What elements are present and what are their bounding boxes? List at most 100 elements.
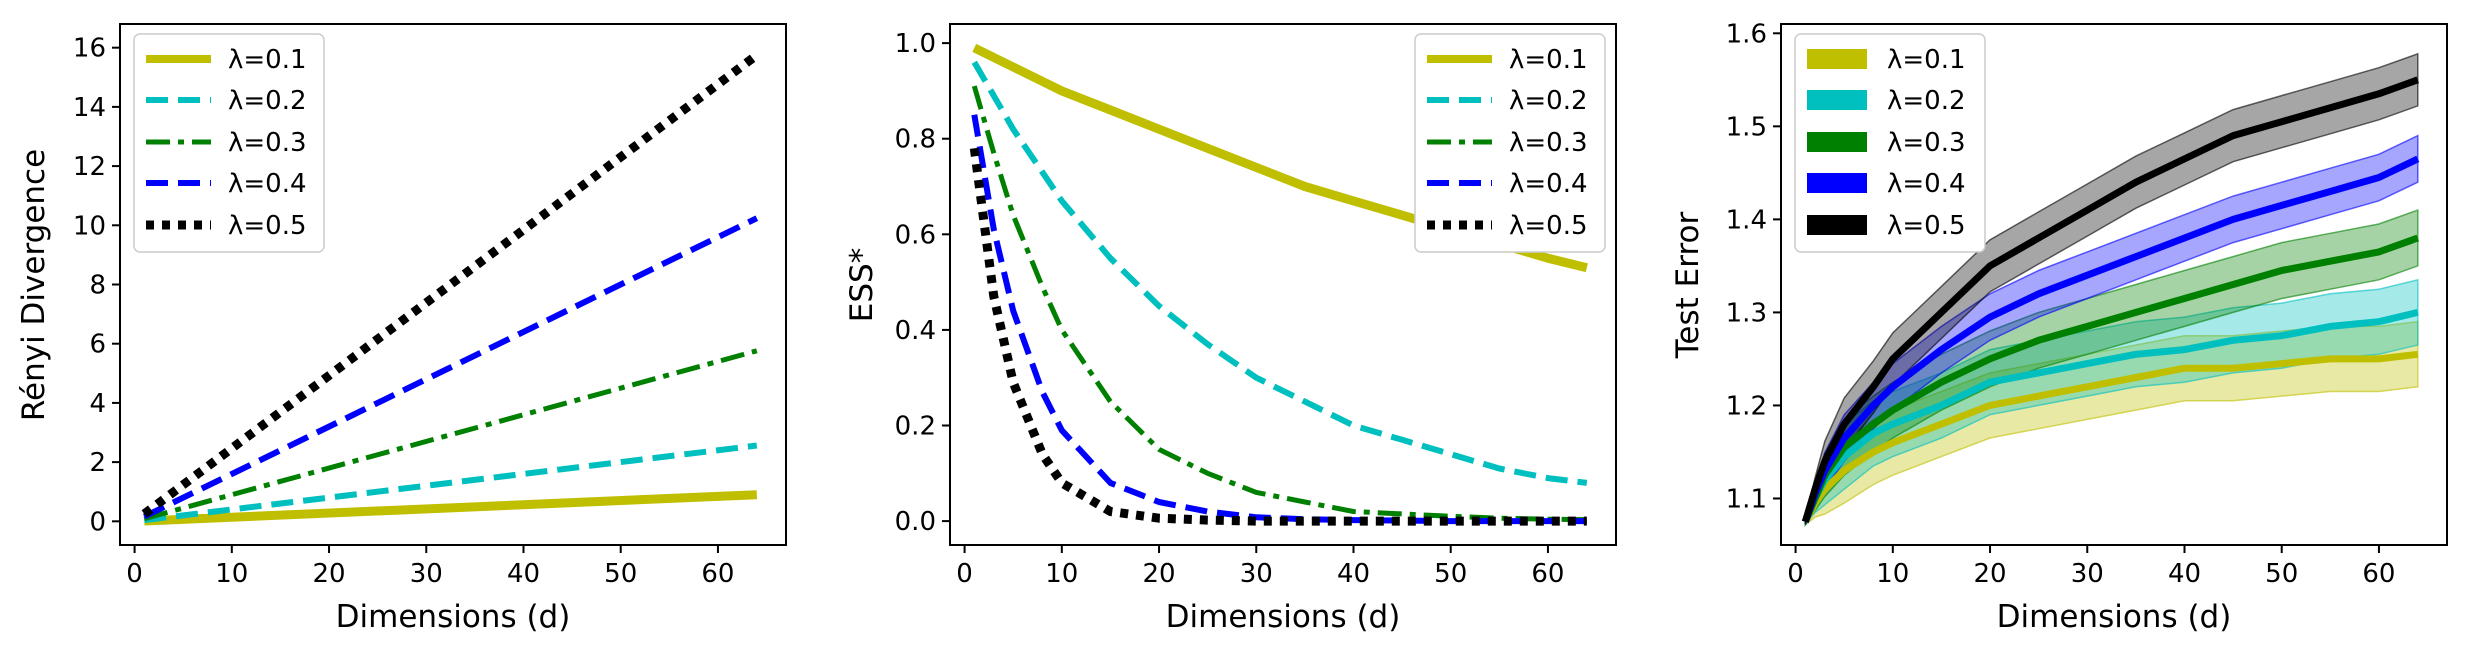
panel-test-error: 0 10 20 30 40 50 60 1.1 1.2 1.3 1.4 1.5 1.6 Dimensi… xyxy=(1670,19,2448,635)
x-tick-label: 40 xyxy=(1337,559,1370,589)
x-ticks: 0 10 20 30 40 50 60 xyxy=(126,545,734,589)
y-ticks: 0 2 4 6 8 10 12 14 16 xyxy=(73,34,120,537)
y-tick-label: 1.6 xyxy=(1726,19,1767,49)
legend-box xyxy=(1414,33,1606,253)
y-tick-label: 1.2 xyxy=(1726,391,1767,421)
x-tick-label: 30 xyxy=(410,559,443,589)
legend-label-lambda-0-3: λ=0.3 xyxy=(228,128,307,158)
y-tick-label: 1.1 xyxy=(1726,484,1767,514)
legend-label-lambda-0-5: λ=0.5 xyxy=(1887,211,1966,241)
series-line-lambda-2 xyxy=(143,442,758,524)
x-tick-label: 20 xyxy=(1142,559,1175,589)
y-tick-label: 4 xyxy=(89,389,106,419)
series-line-lambda-5 xyxy=(969,147,1587,526)
series-line-lambda-4 xyxy=(142,215,759,520)
legend-label-lambda-0-3: λ=0.3 xyxy=(1887,128,1966,158)
y-tick-label: 0.8 xyxy=(895,125,936,155)
y-axis-label: Test Error xyxy=(1670,212,1706,360)
legend-label-lambda-0-4: λ=0.4 xyxy=(1887,169,1966,199)
series-layer xyxy=(141,51,760,526)
y-axis-label: Rényi Divergence xyxy=(16,149,52,421)
x-tick-label: 0 xyxy=(956,559,973,589)
y-tick-label: 14 xyxy=(73,93,106,123)
legend: λ=0.1 λ=0.2 λ=0.3 λ=0.4 λ=0.5 xyxy=(1794,33,1986,253)
x-tick-label: 60 xyxy=(2362,559,2395,589)
y-tick-label: 0.6 xyxy=(895,220,936,250)
y-tick-label: 16 xyxy=(73,34,106,64)
plot-frame xyxy=(949,23,1617,546)
x-tick-label: 60 xyxy=(701,559,734,589)
x-tick-label: 10 xyxy=(1876,559,1909,589)
y-tick-label: 10 xyxy=(73,211,106,241)
legend-label-lambda-0-3: λ=0.3 xyxy=(1509,128,1588,158)
plot-frame xyxy=(1780,23,2448,546)
x-tick-label: 50 xyxy=(1434,559,1467,589)
y-tick-label: 6 xyxy=(89,330,106,360)
y-tick-label: 1.5 xyxy=(1726,112,1767,142)
x-tick-label: 10 xyxy=(1045,559,1078,589)
x-tick-label: 20 xyxy=(1973,559,2006,589)
series-line-lambda-5 xyxy=(1801,76,2419,523)
series-line-lambda-1 xyxy=(144,490,757,526)
series-line-lambda-2 xyxy=(1802,308,2419,524)
series-line-lambda-1 xyxy=(1802,350,2419,524)
y-tick-label: 12 xyxy=(73,152,106,182)
y-tick-label: 0 xyxy=(89,507,106,537)
legend-label-lambda-0-5: λ=0.5 xyxy=(1509,211,1588,241)
x-ticks: 0 10 20 30 40 50 60 xyxy=(956,545,1564,589)
confidence-band-lambda-2 xyxy=(1804,278,2419,528)
x-tick-label: 0 xyxy=(126,559,143,589)
legend-label-lambda-0-2: λ=0.2 xyxy=(1887,86,1966,116)
x-tick-label: 40 xyxy=(507,559,540,589)
y-tick-label: 0.2 xyxy=(895,412,936,442)
x-ticks: 0 10 20 30 40 50 60 xyxy=(1787,545,2395,589)
series-layer xyxy=(1801,52,2420,528)
y-tick-label: 1.0 xyxy=(895,29,936,59)
legend: λ=0.1 λ=0.2 λ=0.3 λ=0.4 λ=0.5 xyxy=(1414,33,1606,253)
y-tick-label: 1.3 xyxy=(1726,298,1767,328)
y-ticks: 1.1 1.2 1.3 1.4 1.5 1.6 xyxy=(1726,19,1781,514)
legend-label-lambda-0-1: λ=0.1 xyxy=(1509,45,1588,75)
legend-label-lambda-0-5: λ=0.5 xyxy=(228,211,307,241)
series-line-lambda-3 xyxy=(143,348,758,522)
legend-swatch-lambda-0-2 xyxy=(1807,90,1867,110)
legend-swatch-lambda-0-1 xyxy=(1807,49,1867,69)
x-tick-label: 50 xyxy=(604,559,637,589)
series-line-lambda-3 xyxy=(1802,234,2419,524)
x-axis-label: Dimensions (d) xyxy=(336,599,571,635)
y-tick-label: 1.4 xyxy=(1726,205,1767,235)
x-tick-label: 50 xyxy=(2265,559,2298,589)
x-tick-label: 10 xyxy=(215,559,248,589)
legend-label-lambda-0-4: λ=0.4 xyxy=(228,169,307,199)
y-tick-label: 2 xyxy=(89,448,106,478)
x-axis-label: Dimensions (d) xyxy=(1997,599,2232,635)
y-tick-label: 0.0 xyxy=(895,507,936,537)
panel-ess: 0 10 20 30 40 50 60 0.0 0.2 0.4 0.6 0.8 1.0 Dimensi… xyxy=(844,23,1617,635)
x-tick-label: 30 xyxy=(1240,559,1273,589)
series-line-lambda-4 xyxy=(1801,155,2420,523)
legend-swatch-lambda-0-5 xyxy=(1807,215,1867,235)
legend-label-lambda-0-1: λ=0.1 xyxy=(1887,45,1966,75)
legend-label-lambda-0-1: λ=0.1 xyxy=(228,45,307,75)
legend-swatch-lambda-0-3 xyxy=(1807,132,1867,152)
legend-box xyxy=(1794,33,1986,253)
x-tick-label: 40 xyxy=(2168,559,2201,589)
legend-label-lambda-0-2: λ=0.2 xyxy=(228,86,307,116)
x-tick-label: 0 xyxy=(1787,559,1804,589)
legend: λ=0.1 λ=0.2 λ=0.3 λ=0.4 λ=0.5 xyxy=(133,33,325,253)
series-line-lambda-2 xyxy=(971,60,1588,486)
panel-renyi: 0 10 20 30 40 50 60 0 2 4 6 8 10 12 14 16 Dimensions (… xyxy=(16,23,787,635)
y-ticks: 0.0 0.2 0.4 0.6 0.8 1.0 xyxy=(895,29,950,537)
y-axis-label: ESS* xyxy=(844,248,880,322)
y-tick-label: 8 xyxy=(89,271,106,301)
legend-label-lambda-0-2: λ=0.2 xyxy=(1509,86,1588,116)
legend-swatch-lambda-0-4 xyxy=(1807,173,1867,193)
x-tick-label: 20 xyxy=(312,559,345,589)
confidence-band-lambda-1 xyxy=(1804,320,2419,527)
legend-label-lambda-0-4: λ=0.4 xyxy=(1509,169,1588,199)
x-axis-label: Dimensions (d) xyxy=(1166,599,1401,635)
legend-box xyxy=(133,33,325,253)
x-tick-label: 60 xyxy=(1531,559,1564,589)
y-tick-label: 0.4 xyxy=(895,316,936,346)
